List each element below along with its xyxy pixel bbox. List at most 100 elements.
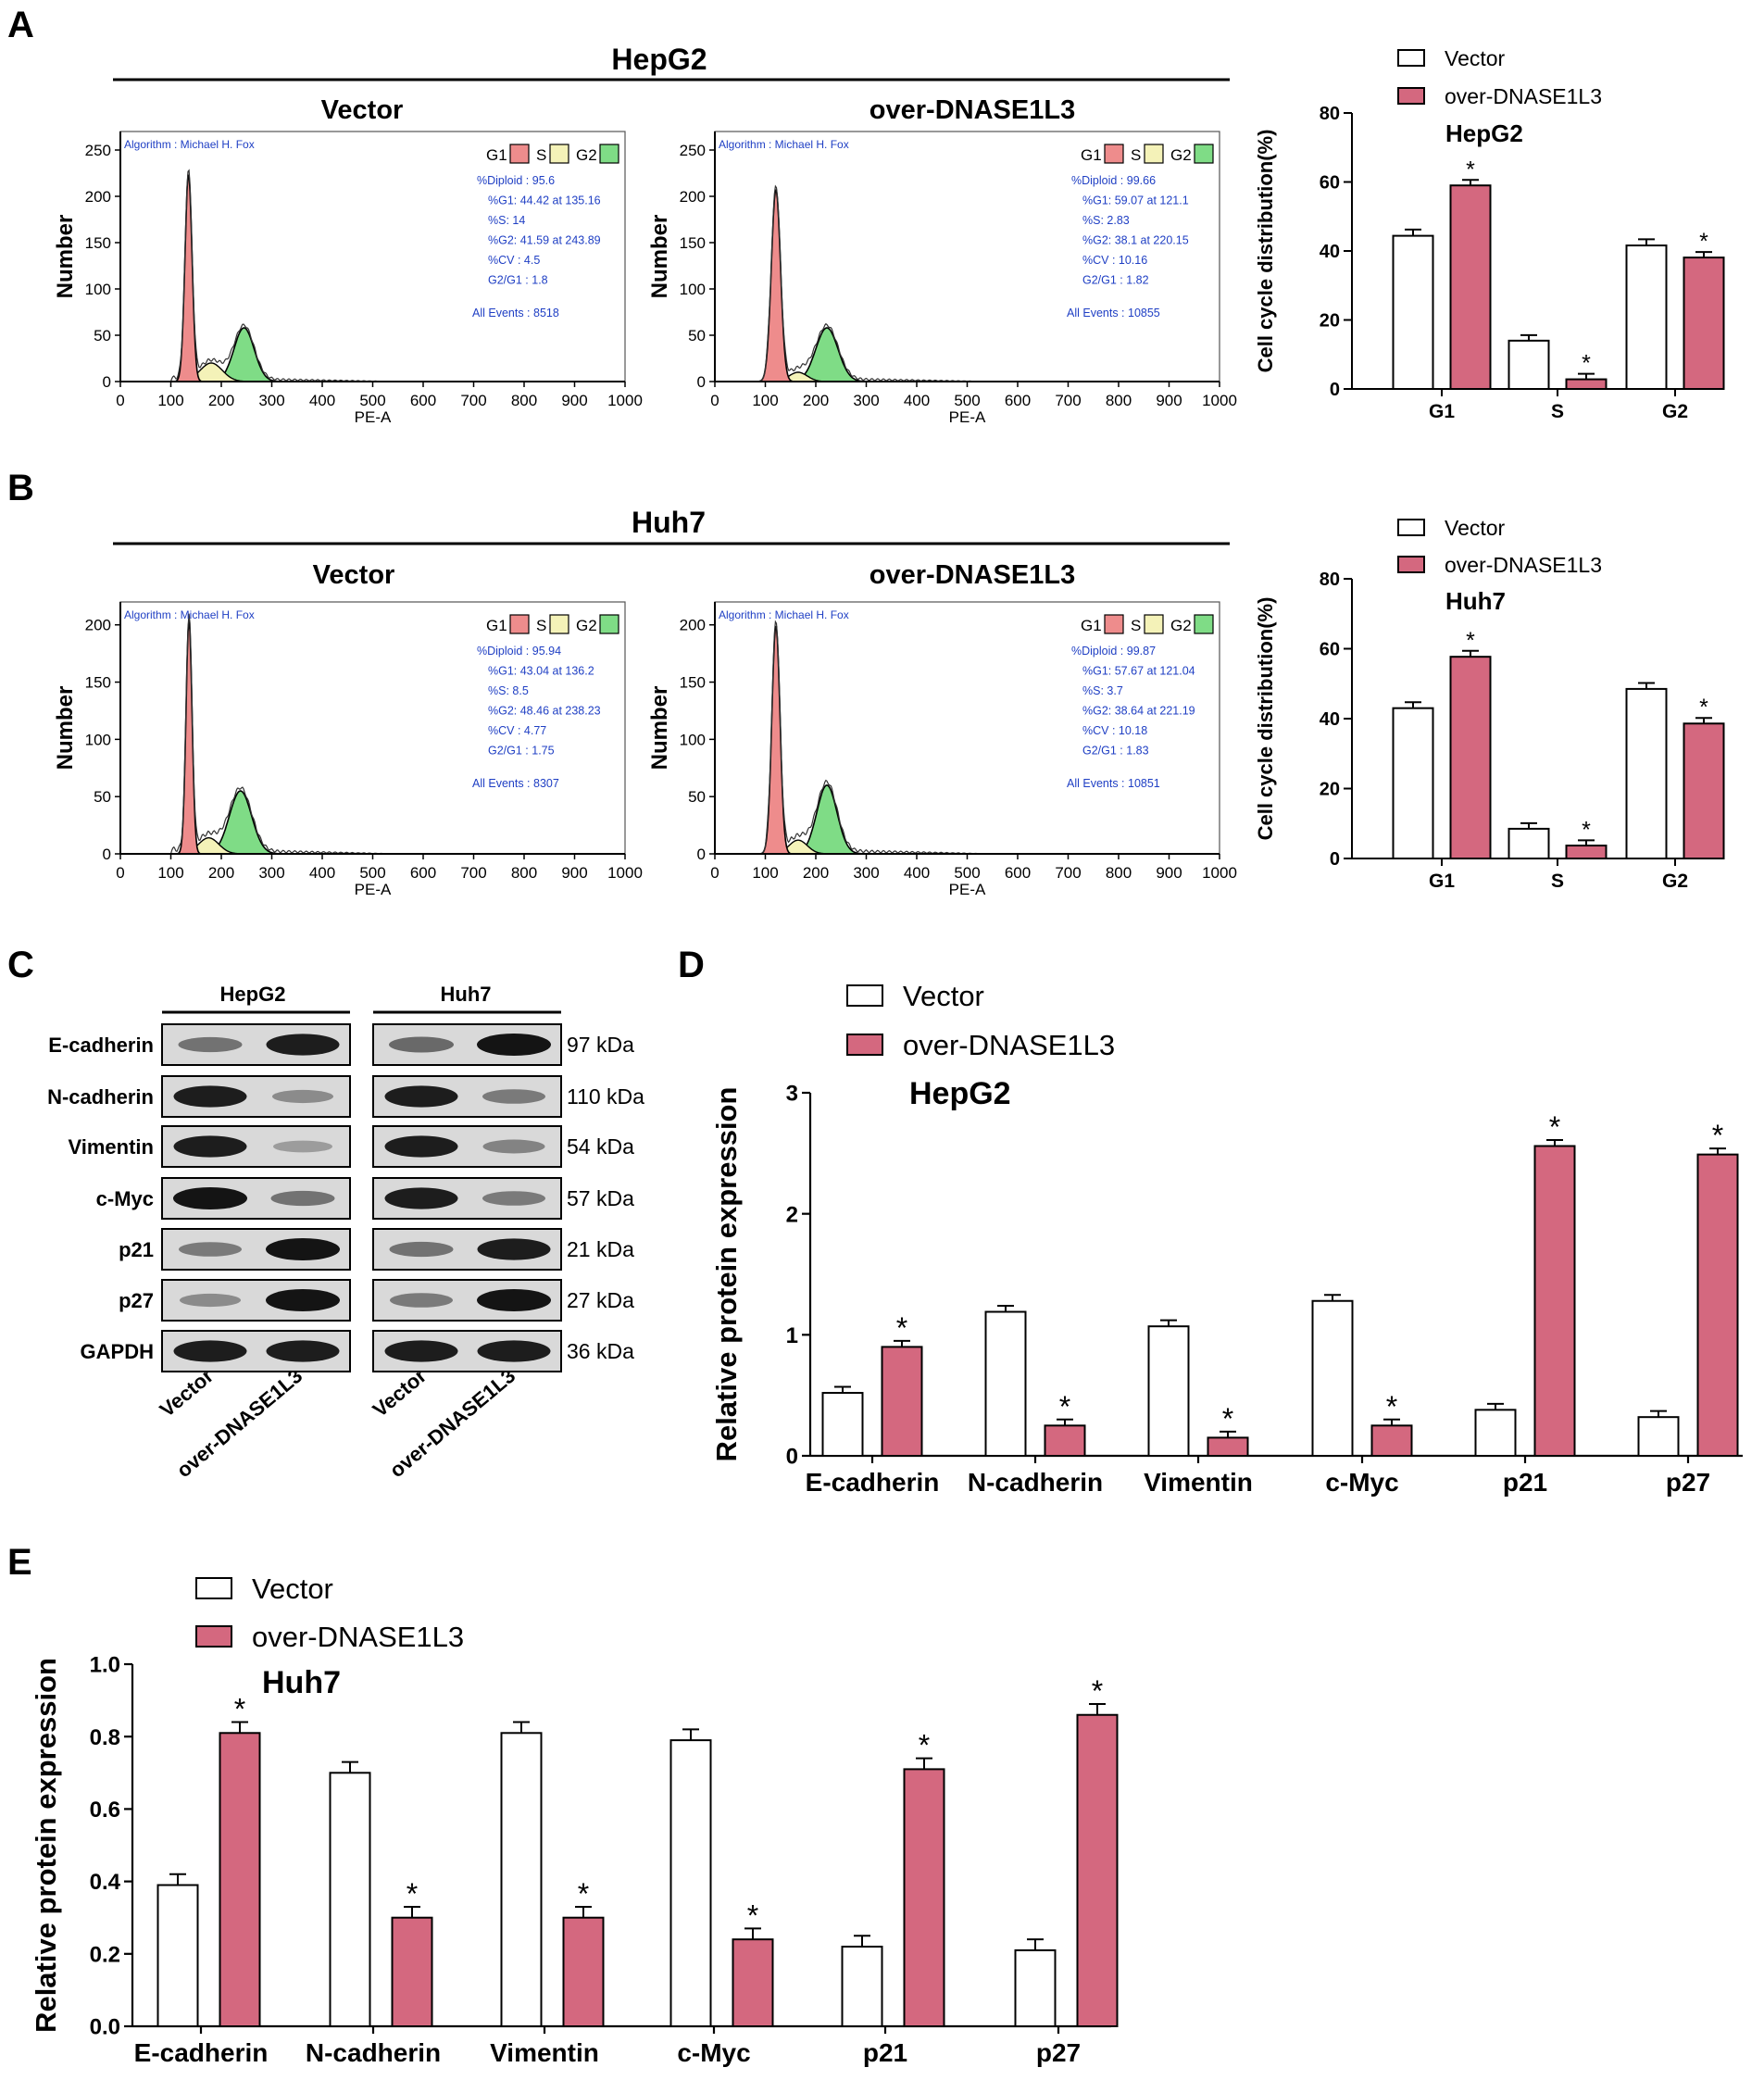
- y-tick-label: 0: [103, 373, 111, 391]
- cell-cycle-bar-chart-huh7: 0 20 40 60 80 Cell cycle distribution(%) G1 * S *…: [1254, 516, 1725, 892]
- y-tick-label: 2: [786, 1202, 798, 1227]
- y-tick-label: 80: [1320, 104, 1340, 124]
- stats-line: %Diploid : 95.94: [477, 645, 561, 658]
- phase-legend-swatch: [1104, 144, 1124, 164]
- x-tick-label: 900: [561, 864, 587, 882]
- y-tick-label: 250: [85, 142, 111, 159]
- legend-swatch-vector: [195, 1577, 232, 1599]
- flow-histogram: 0 100 200 300 400 500 600 700 800 900 1000 0 50 100 15…: [53, 601, 643, 898]
- stats-events: All Events : 10855: [1067, 307, 1160, 320]
- y-tick-label: 200: [680, 617, 706, 634]
- category-label: c-Myc: [677, 2038, 750, 2067]
- bar-vector: [984, 1310, 1027, 1458]
- x-tick-label: 700: [1055, 864, 1081, 882]
- blot-band: [482, 1191, 545, 1206]
- y-tick-label: 0: [1330, 380, 1340, 400]
- phase-legend-swatch: [549, 144, 569, 164]
- significance-asterisk: *: [1699, 695, 1708, 720]
- y-tick-label: 0: [786, 1445, 798, 1470]
- phase-legend-label: G2: [576, 617, 597, 634]
- x-tick-label: 100: [157, 864, 183, 882]
- category-label: G1: [1429, 871, 1455, 892]
- stats-line: %S: 8.5: [488, 684, 529, 697]
- y-tick-label: 100: [85, 731, 111, 748]
- blot-group-label: HepG2: [220, 983, 286, 1006]
- bar-over-dnase1l3: [1044, 1424, 1086, 1458]
- x-tick-label: 1000: [1202, 864, 1237, 882]
- y-axis-label: Number: [53, 215, 78, 299]
- y-tick-label: 0: [103, 846, 111, 863]
- x-tick-label: 1000: [607, 864, 643, 882]
- bar-over-dnase1l3: [881, 1346, 923, 1458]
- flow-group-title: over-DNASE1L3: [869, 560, 1075, 590]
- x-tick-label: 900: [1156, 392, 1182, 409]
- phase-legend-swatch: [509, 144, 530, 164]
- category-label: N-cadherin: [968, 1468, 1103, 1497]
- bar-vector: [821, 1392, 864, 1458]
- x-tick-label: 900: [1156, 864, 1182, 882]
- x-tick-label: 1000: [607, 392, 643, 409]
- y-tick-label: 0.2: [90, 1942, 120, 1967]
- x-tick-label: 100: [752, 864, 778, 882]
- phase-legend-label: G1: [1081, 617, 1102, 634]
- stats-events: All Events : 8518: [472, 307, 559, 320]
- x-tick-label: 200: [208, 392, 234, 409]
- y-tick-label: 0.0: [90, 2015, 120, 2040]
- category-label: c-Myc: [1325, 1468, 1398, 1497]
- bar-over-dnase1l3: [903, 1768, 945, 2027]
- blot-band: [477, 1034, 551, 1056]
- y-tick-label: 200: [85, 617, 111, 634]
- bar-over-dnase1l3: [1565, 845, 1608, 859]
- flow-cell-line-title: Huh7: [632, 506, 706, 539]
- blot-kda-label: 57 kDa: [567, 1186, 634, 1210]
- phase-legend-swatch: [1104, 614, 1124, 634]
- phase-legend-swatch: [1144, 144, 1164, 164]
- legend-label-over-dnase1l3: over-DNASE1L3: [1445, 84, 1602, 108]
- category-label: p21: [1503, 1468, 1547, 1497]
- flow-group-title: over-DNASE1L3: [869, 95, 1075, 125]
- flow-panel-huh7: Huh7 Vector over-DNASE1L3: [113, 506, 1230, 590]
- x-tick-label: 300: [258, 392, 284, 409]
- legend-swatch-over-dnase1l3: [1397, 556, 1425, 573]
- blot-band: [390, 1293, 453, 1308]
- category-label: G2: [1662, 401, 1688, 422]
- raw-histogram-line: [120, 613, 404, 855]
- legend-swatch-vector: [846, 984, 883, 1007]
- bar-over-dnase1l3: [1696, 1153, 1739, 1457]
- bar-vector: [1392, 707, 1434, 859]
- g2-peak: [120, 327, 383, 382]
- y-tick-label: 200: [680, 188, 706, 206]
- g2-peak: [120, 790, 383, 855]
- bar-vector: [1508, 339, 1550, 391]
- y-tick-label: 80: [1320, 570, 1340, 590]
- x-tick-label: 800: [511, 392, 537, 409]
- phase-legend-swatch: [509, 614, 530, 634]
- x-tick-label: 400: [309, 864, 335, 882]
- y-axis-label: Relative protein expression: [30, 1658, 62, 2033]
- legend-label-vector: Vector: [1445, 46, 1506, 70]
- legend-swatch-vector: [1397, 49, 1425, 67]
- flow-group-title: Vector: [313, 560, 395, 590]
- blot-band: [270, 1190, 335, 1207]
- cell-cycle-bar-chart-hepg2: 0 20 40 60 80 Cell cycle distribution(%) G1 * S *…: [1254, 46, 1725, 422]
- stats-line: G2/G1 : 1.75: [488, 745, 555, 758]
- significance-asterisk: *: [407, 1877, 418, 1911]
- stats-line: %CV : 4.5: [488, 254, 540, 267]
- x-tick-label: 0: [710, 392, 719, 409]
- x-tick-label: 1000: [1202, 392, 1237, 409]
- y-tick-label: 20: [1320, 780, 1340, 800]
- x-tick-label: 500: [954, 392, 980, 409]
- y-tick-label: 0.6: [90, 1798, 120, 1823]
- x-tick-label: 100: [752, 392, 778, 409]
- significance-asterisk: *: [1582, 817, 1591, 843]
- blot-kda-label: 110 kDa: [567, 1084, 644, 1109]
- blot-band: [389, 1241, 454, 1258]
- y-tick-label: 200: [85, 188, 111, 206]
- bar-over-dnase1l3: [1076, 1713, 1119, 2027]
- y-tick-label: 60: [1320, 640, 1340, 660]
- x-tick-label: 300: [853, 864, 879, 882]
- y-tick-label: 50: [94, 327, 111, 345]
- x-tick-label: 200: [208, 864, 234, 882]
- y-tick-label: 40: [1320, 242, 1340, 262]
- blot-band: [477, 1238, 551, 1260]
